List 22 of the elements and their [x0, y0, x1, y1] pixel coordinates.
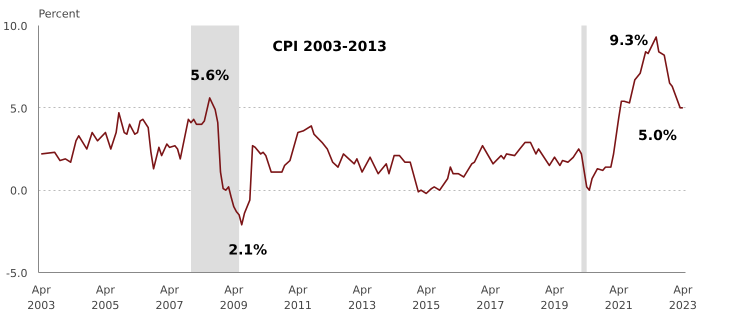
x-tick-label: Apr 2021 [604, 284, 633, 312]
x-tick-label: Apr 2015 [412, 284, 440, 312]
line-series [40, 36, 684, 226]
annotation: 2.1% [228, 242, 268, 259]
x-tick-label: Apr 2013 [348, 284, 376, 312]
annotation: 5.6% [190, 68, 230, 84]
y-tick-label: 5.0 [10, 102, 28, 116]
x-tick-label: Apr 2017 [476, 284, 504, 312]
annotation: CPI 2003-2013 [272, 39, 387, 56]
annotation: 5.0% [638, 128, 677, 144]
x-tick-label: Apr 2005 [91, 284, 120, 312]
x-tick-label: Apr 2003 [27, 284, 56, 312]
y-tick-label: 0.0 [10, 184, 28, 198]
y-tick-label: -5.0 [6, 267, 28, 280]
x-tick-label: Apr 2019 [540, 284, 569, 312]
y-axis-title: Percent [38, 8, 81, 20]
x-tick-label: Apr 2007 [156, 284, 184, 312]
y-tick-label: 10.0 [3, 20, 28, 33]
annotation: 9.3% [609, 33, 648, 50]
x-tick-label: Apr 2009 [220, 284, 248, 312]
x-tick-label: Apr 2011 [284, 284, 312, 312]
x-tick-label: Apr 2023 [668, 284, 697, 312]
